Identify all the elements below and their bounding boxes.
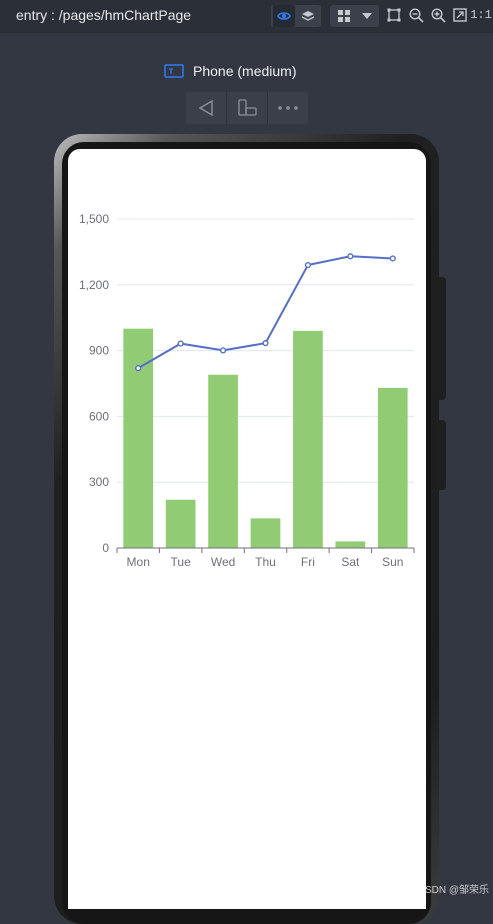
line-point xyxy=(135,365,142,372)
crop-icon[interactable] xyxy=(385,6,403,24)
more-icon[interactable] xyxy=(268,92,308,124)
combo-chart: 0 300 600 900 1,200 1,500 Mon Tue Wed Thu Fri Sat Su… xyxy=(79,212,415,569)
rotate-device-icon[interactable] xyxy=(227,92,267,124)
phone-landscape-icon xyxy=(164,64,184,78)
bar xyxy=(250,518,281,548)
line-point xyxy=(389,255,396,262)
line-point xyxy=(304,261,312,269)
back-icon[interactable] xyxy=(186,92,226,124)
line-point xyxy=(262,340,269,347)
window-title: entry : /pages/hmChartPage xyxy=(16,7,192,23)
volume-button xyxy=(438,277,446,400)
x-tick-label: Sat xyxy=(341,555,360,569)
layout-dropdown[interactable] xyxy=(330,5,379,27)
x-tick-label: Sun xyxy=(382,555,403,569)
y-tick-label: 1,500 xyxy=(79,212,109,226)
line-series xyxy=(137,255,393,370)
y-tick-label: 900 xyxy=(89,344,109,358)
one-to-one-label: 1:1 xyxy=(470,8,492,22)
y-tick-label: 1,200 xyxy=(79,278,109,292)
view-mode-toggle[interactable] xyxy=(271,5,321,27)
line-point xyxy=(347,253,354,260)
grid-icon[interactable] xyxy=(333,5,355,27)
device-label: Phone (medium) xyxy=(164,63,297,79)
y-tick-label: 600 xyxy=(89,409,109,423)
one-to-one-icon[interactable]: 1:1 xyxy=(470,6,492,24)
watermark: CSDN @邹荣乐 xyxy=(417,885,489,896)
divider xyxy=(226,92,227,124)
x-tick-label: Tue xyxy=(171,555,192,569)
bar xyxy=(335,541,366,548)
x-tick-label: Fri xyxy=(301,555,315,569)
bar xyxy=(377,387,408,548)
bar xyxy=(208,374,238,548)
x-tick-label: Thu xyxy=(255,555,276,569)
line-point xyxy=(177,340,184,347)
layers-icon[interactable] xyxy=(297,5,319,27)
power-button xyxy=(438,420,446,490)
eye-icon[interactable] xyxy=(273,5,295,27)
zoom-in-icon[interactable] xyxy=(429,6,447,24)
x-tick-label: Mon xyxy=(127,555,150,569)
device-actions-bar xyxy=(186,92,308,124)
zoom-out-icon[interactable] xyxy=(407,6,425,24)
x-tick-label: Wed xyxy=(211,555,235,569)
device-name: Phone (medium) xyxy=(193,63,297,79)
y-tick-label: 0 xyxy=(102,541,109,555)
bar xyxy=(293,330,323,548)
y-tick-label: 300 xyxy=(89,475,109,489)
fit-screen-icon[interactable] xyxy=(451,6,469,24)
phone-screen: 0 300 600 900 1,200 1,500 Mon Tue Wed Thu Fri Sat Su… xyxy=(68,149,426,909)
bar xyxy=(165,499,196,548)
line-point xyxy=(219,347,227,354)
chevron-down-icon[interactable] xyxy=(356,5,378,27)
title-bar: entry : /pages/hmChartPage 1:1 xyxy=(0,0,493,33)
divider xyxy=(267,92,268,124)
